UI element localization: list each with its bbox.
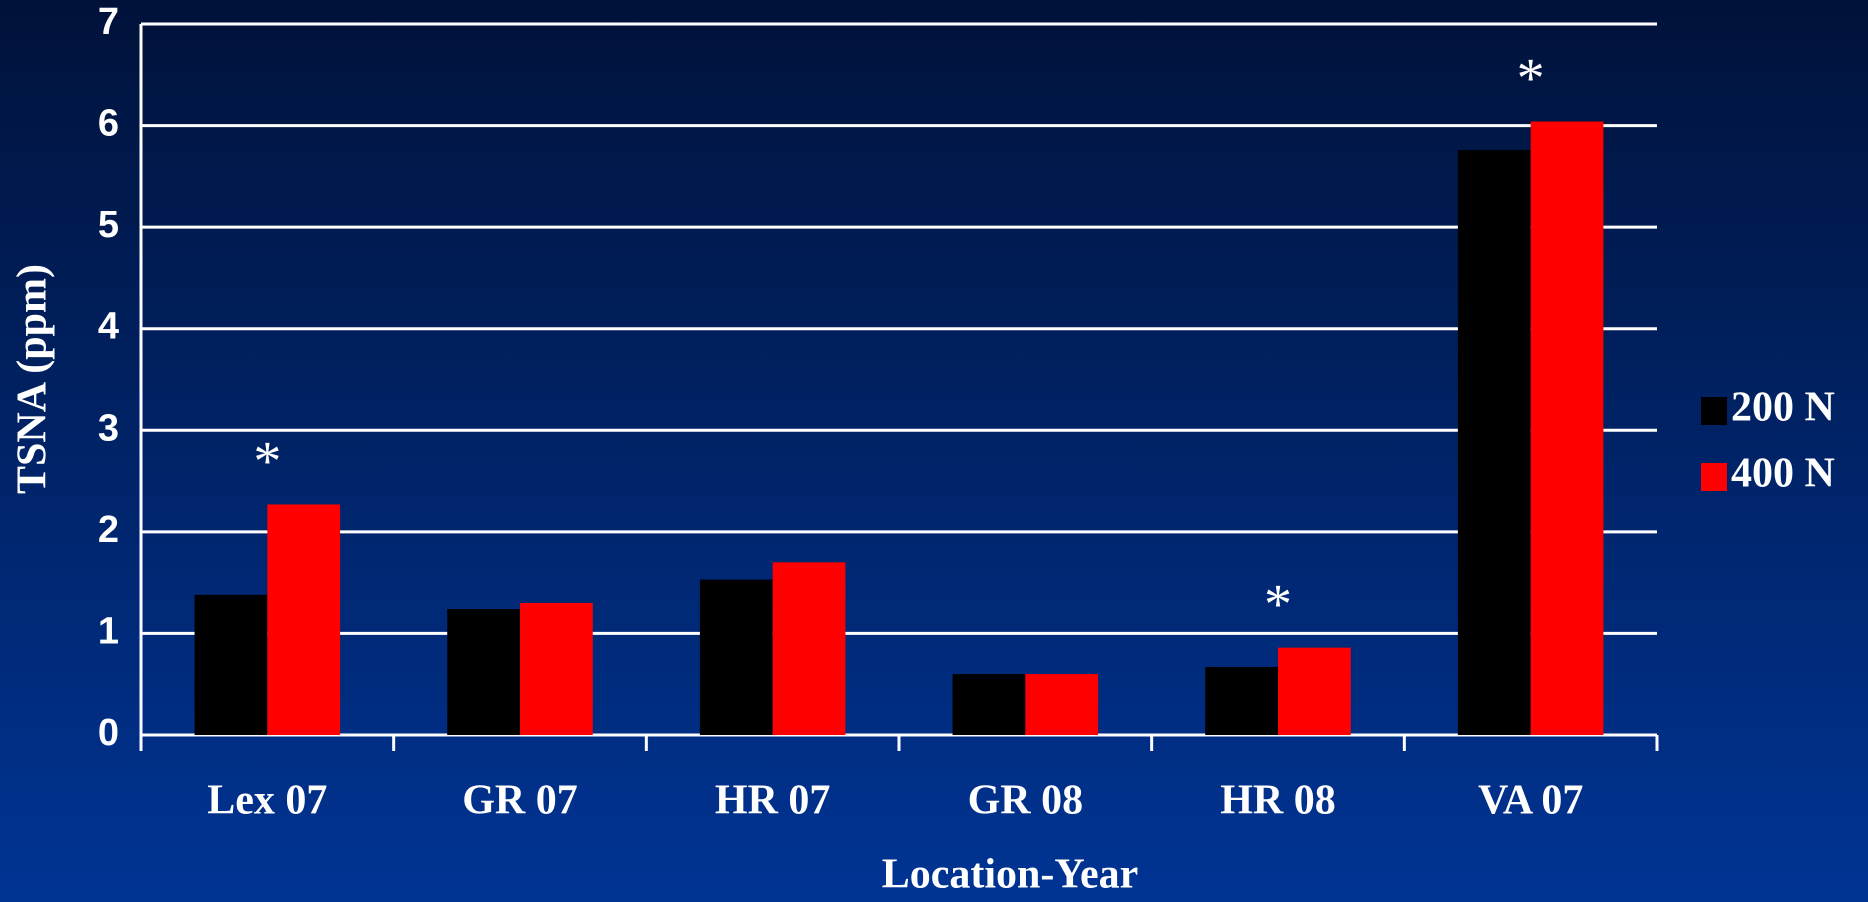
bar bbox=[1530, 121, 1604, 736]
y-tick-label: 4 bbox=[98, 306, 119, 348]
x-tick-label: GR 08 bbox=[968, 778, 1084, 824]
y-tick-label: 1 bbox=[98, 610, 119, 652]
y-axis-title: TSNA (ppm) bbox=[10, 264, 56, 494]
legend-swatch bbox=[1701, 397, 1727, 425]
bar bbox=[699, 579, 773, 735]
annotation: * bbox=[1517, 47, 1545, 109]
x-tick-label: GR 07 bbox=[462, 778, 578, 824]
bar bbox=[1457, 149, 1531, 735]
bar bbox=[447, 609, 520, 735]
bar bbox=[772, 562, 846, 735]
bar bbox=[1278, 647, 1351, 735]
bar bbox=[194, 594, 268, 735]
y-tick-label: 2 bbox=[98, 509, 119, 551]
annotation: * bbox=[1264, 573, 1292, 635]
x-axis-title: Location-Year bbox=[882, 852, 1139, 898]
annotation: * bbox=[253, 430, 281, 492]
x-tick-label: HR 07 bbox=[715, 778, 831, 824]
legend-label: 400 N bbox=[1731, 451, 1835, 497]
bar bbox=[267, 504, 341, 735]
x-tick-label: VA 07 bbox=[1478, 778, 1583, 824]
y-tick-label: 5 bbox=[98, 204, 119, 246]
bar bbox=[952, 674, 1026, 735]
x-tick-label: Lex 07 bbox=[207, 778, 327, 824]
bar bbox=[520, 602, 593, 735]
bar bbox=[1205, 666, 1278, 735]
legend-swatch bbox=[1701, 463, 1727, 491]
y-tick-label: 0 bbox=[98, 712, 119, 754]
legend-label: 200 N bbox=[1731, 385, 1835, 431]
y-tick-label: 6 bbox=[98, 103, 119, 145]
y-tick-label: 3 bbox=[98, 407, 119, 449]
x-tick-label: HR 08 bbox=[1220, 778, 1336, 824]
bar bbox=[1025, 674, 1099, 735]
y-tick-label: 7 bbox=[98, 1, 119, 43]
